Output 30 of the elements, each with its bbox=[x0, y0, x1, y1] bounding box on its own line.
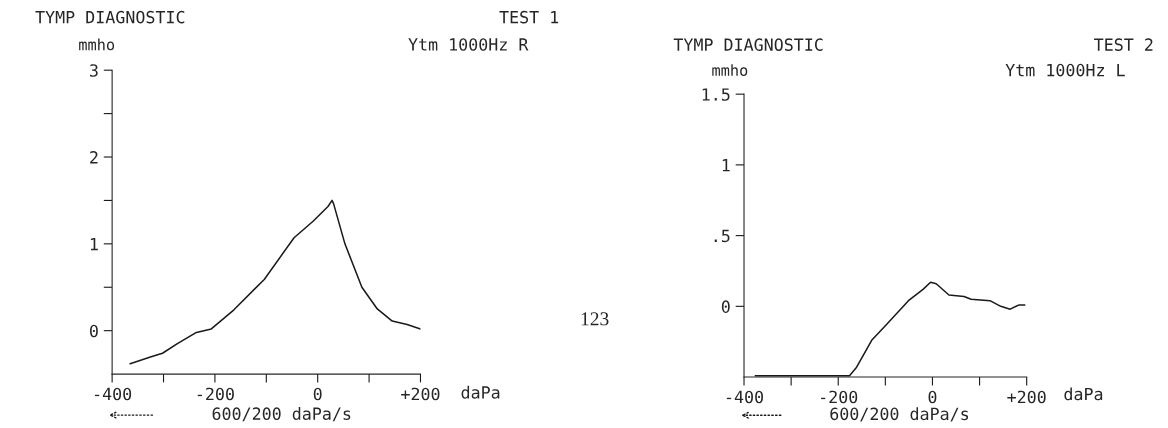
text: TEST 2 bbox=[1094, 38, 1153, 51]
x-tick-label: 0 bbox=[928, 390, 937, 404]
text: 600/200 daPa/s bbox=[830, 407, 969, 422]
y-tick-label: 0 bbox=[89, 324, 98, 338]
y-tick-label: 1 bbox=[722, 159, 730, 172]
x-tick-label: -200 bbox=[821, 390, 858, 404]
y-axis-title: mmho bbox=[712, 64, 748, 76]
y-tick-label: 3 bbox=[90, 64, 98, 77]
text: Ytm 1000Hz L bbox=[1005, 63, 1125, 77]
y-axis-title: mmho bbox=[79, 38, 115, 51]
text: TEST 1 bbox=[499, 10, 559, 24]
y-tick-label: 2 bbox=[90, 151, 98, 164]
x-tick-label: -200 bbox=[197, 387, 234, 401]
x-tick-label: +200 bbox=[401, 387, 440, 401]
y-tick-label: 0 bbox=[721, 300, 730, 313]
chart-title: TYMP DIAGNOSTIC bbox=[673, 38, 823, 51]
y-tick-label: 1.5 bbox=[702, 88, 730, 101]
text: 600/200 daPa/s bbox=[212, 407, 351, 422]
text: Ytm 1000Hz R bbox=[408, 38, 529, 51]
line-series bbox=[129, 199, 421, 365]
y-tick-label: 1 bbox=[90, 238, 98, 251]
x-tick-label: -400 bbox=[726, 390, 763, 404]
x-axis-title: daPa bbox=[1064, 387, 1103, 401]
x-axis-title: daPa bbox=[461, 385, 500, 399]
text: 123 bbox=[581, 312, 609, 326]
x-tick-label: +200 bbox=[1007, 390, 1046, 404]
x-tick-label: -400 bbox=[94, 387, 132, 401]
x-tick-label: 0 bbox=[313, 387, 322, 401]
y-tick-label: .5 bbox=[714, 229, 730, 243]
chart-title: TYMP DIAGNOSTIC bbox=[35, 10, 185, 24]
